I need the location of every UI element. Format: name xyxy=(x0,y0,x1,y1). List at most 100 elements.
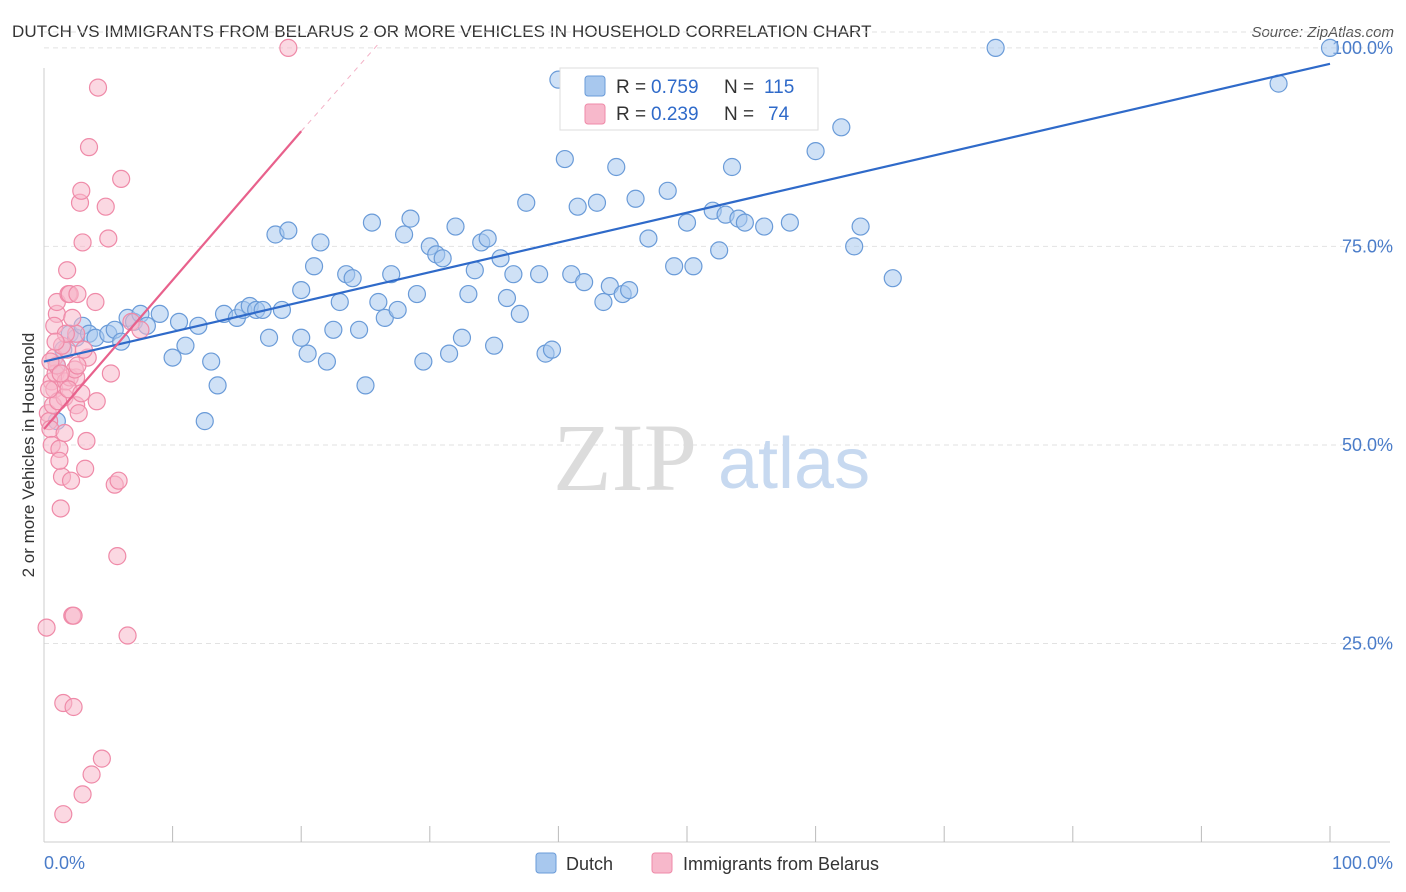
dutch-point xyxy=(388,300,407,320)
y-tick-label: 75.0% xyxy=(1342,236,1393,256)
dutch-point xyxy=(433,249,452,268)
dutch-point xyxy=(530,265,549,284)
dutch-point xyxy=(163,348,182,367)
bottom-legend: Dutch Immigrants from Belarus xyxy=(535,852,879,874)
dutch-point xyxy=(195,412,214,431)
dutch-point xyxy=(594,292,613,312)
trend-lines xyxy=(43,43,1331,430)
belarus-point xyxy=(279,38,298,57)
legend-swatch-belarus xyxy=(584,103,606,125)
dutch-point xyxy=(259,328,279,347)
dutch-point xyxy=(1320,38,1340,57)
dutch-point xyxy=(658,181,677,200)
legend-r-value-dutch: 0.759 xyxy=(651,77,699,98)
dutch-point xyxy=(208,376,227,395)
dutch-point xyxy=(832,118,851,137)
dutch-point xyxy=(362,213,382,232)
belarus-point xyxy=(50,451,69,470)
dutch-trend-line xyxy=(43,62,1331,363)
belarus-point xyxy=(51,364,70,383)
belarus-point xyxy=(40,380,59,399)
dutch-point xyxy=(555,149,574,169)
dutch-point xyxy=(414,352,433,371)
dutch-point xyxy=(497,288,517,308)
dutch-point xyxy=(202,352,221,371)
y-axis-title: 2 or more Vehicles in Household xyxy=(19,333,38,578)
dutch-point xyxy=(575,273,594,292)
dutch-point xyxy=(568,197,587,216)
watermark-zip: ZIP xyxy=(553,404,697,511)
dutch-point xyxy=(317,352,337,371)
dutch-point xyxy=(459,284,478,304)
watermark: ZIP atlas xyxy=(553,404,870,511)
belarus-point xyxy=(112,169,131,189)
watermark-atlas: atlas xyxy=(718,424,870,504)
dutch-point xyxy=(684,257,703,276)
belarus-point xyxy=(73,233,92,252)
dutch-point xyxy=(292,328,311,347)
belarus-point xyxy=(108,547,127,566)
dutch-point xyxy=(710,241,729,260)
dutch-point xyxy=(517,193,536,212)
belarus-point xyxy=(118,626,137,645)
x-tick-label-min: 0.0% xyxy=(44,853,85,873)
bottom-legend-label-belarus: Immigrants from Belarus xyxy=(683,854,879,874)
dutch-point xyxy=(478,229,497,248)
dutch-point xyxy=(986,38,1005,57)
bottom-legend-label-dutch: Dutch xyxy=(566,854,613,874)
dutch-point xyxy=(439,344,459,363)
dutch-point xyxy=(883,269,902,288)
y-tick-label: 100.0% xyxy=(1332,38,1393,58)
dutch-point xyxy=(510,304,529,324)
dutch-point xyxy=(620,280,639,300)
belarus-point xyxy=(99,229,118,248)
belarus-point xyxy=(46,332,65,351)
dutch-point xyxy=(845,237,864,256)
axes xyxy=(43,68,1390,843)
dutch-point xyxy=(401,209,420,228)
belarus-point xyxy=(69,404,88,423)
dutch-point xyxy=(504,265,523,284)
dutch-point xyxy=(722,157,742,177)
legend-n-label-belarus: N = xyxy=(724,104,754,125)
belarus-point xyxy=(68,356,87,375)
belarus-trend-extension xyxy=(300,43,379,132)
belarus-point xyxy=(101,364,120,383)
belarus-point xyxy=(92,749,111,768)
belarus-point xyxy=(73,785,92,804)
dutch-point xyxy=(446,217,465,236)
belarus-point xyxy=(51,499,70,518)
dutch-point xyxy=(292,280,311,300)
belarus-point xyxy=(82,765,101,784)
dutch-point xyxy=(324,320,343,339)
belarus-point xyxy=(63,308,82,327)
dutch-point xyxy=(298,344,317,363)
belarus-point xyxy=(86,292,105,312)
dutch-point xyxy=(349,320,369,339)
belarus-point xyxy=(87,392,106,411)
dutch-point xyxy=(304,257,324,276)
dutch-point xyxy=(755,217,774,236)
dutch-point xyxy=(279,221,298,240)
dutch-point xyxy=(780,213,799,232)
dutch-point xyxy=(150,304,169,324)
belarus-point xyxy=(41,352,60,371)
belarus-point xyxy=(77,431,96,451)
belarus-point xyxy=(61,471,81,490)
dutch-point xyxy=(639,229,658,248)
belarus-point xyxy=(109,471,128,490)
dutch-point xyxy=(369,292,388,312)
dutch-point xyxy=(343,269,362,288)
belarus-point xyxy=(74,340,93,359)
dutch-point xyxy=(452,328,472,347)
y-tick-label: 25.0% xyxy=(1342,633,1393,653)
dutch-point xyxy=(677,213,697,232)
dutch-point xyxy=(407,284,427,304)
dutch-point xyxy=(382,265,401,284)
dutch-point xyxy=(330,292,349,312)
belarus-point xyxy=(68,284,87,304)
belarus-point xyxy=(72,181,91,200)
legend-n-value-dutch: 115 xyxy=(764,77,794,98)
series-belarus-points xyxy=(37,38,298,824)
belarus-point xyxy=(88,78,108,97)
